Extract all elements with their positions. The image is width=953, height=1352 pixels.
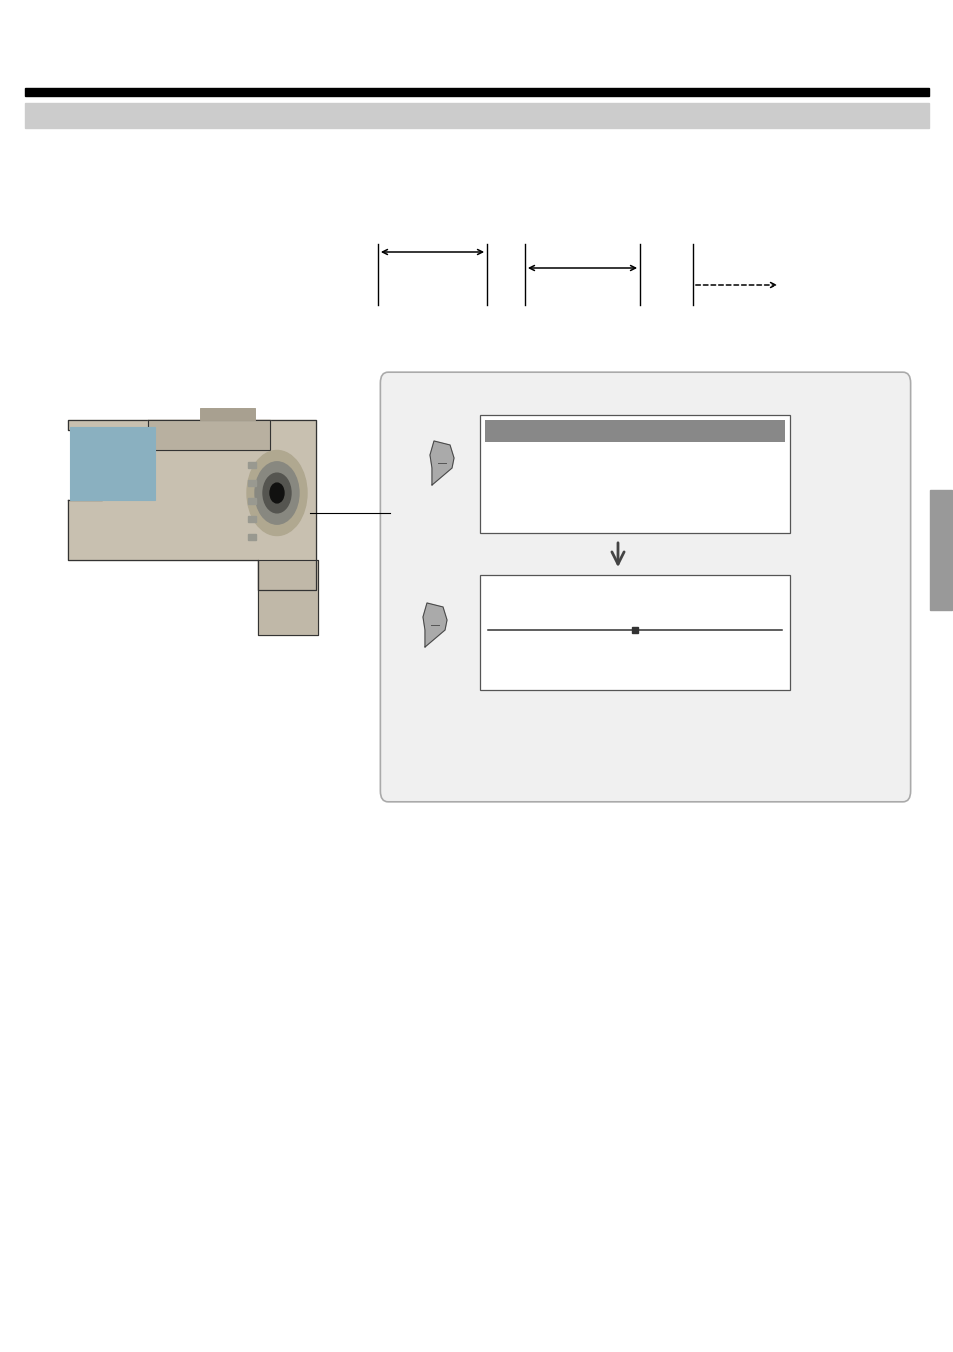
Bar: [484, 420, 784, 442]
Polygon shape: [68, 420, 315, 589]
Polygon shape: [257, 560, 317, 635]
Bar: [929, 489, 951, 610]
Bar: [248, 480, 255, 485]
Bar: [248, 534, 255, 539]
Bar: [25, 103, 928, 128]
Polygon shape: [148, 420, 270, 450]
Bar: [25, 88, 928, 96]
Bar: [70, 427, 154, 500]
Polygon shape: [430, 441, 454, 485]
Bar: [248, 498, 255, 504]
Bar: [248, 462, 255, 468]
Circle shape: [270, 483, 284, 503]
FancyBboxPatch shape: [380, 372, 910, 802]
Circle shape: [254, 462, 298, 525]
Circle shape: [247, 450, 307, 535]
Bar: [200, 408, 254, 420]
Circle shape: [263, 473, 291, 512]
Polygon shape: [422, 603, 447, 648]
Bar: [479, 415, 789, 533]
Bar: [248, 516, 255, 522]
Bar: [479, 575, 789, 690]
